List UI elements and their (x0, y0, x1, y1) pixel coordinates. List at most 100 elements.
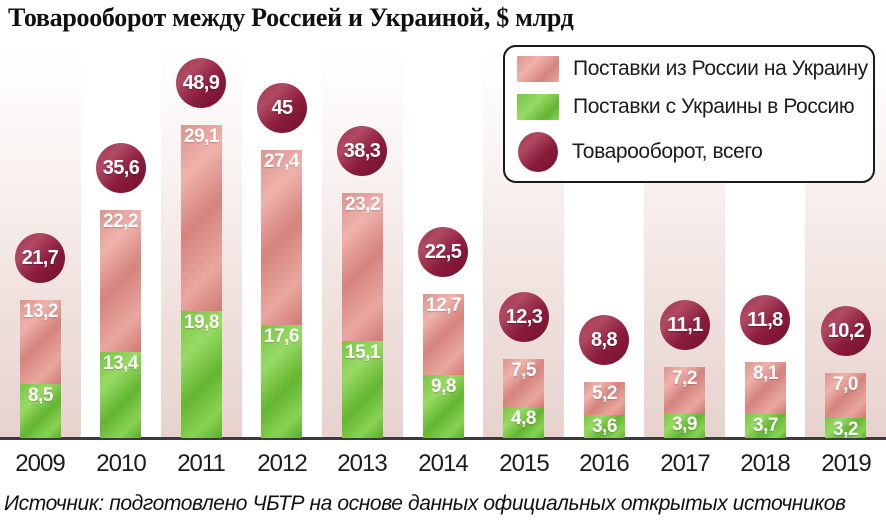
value-label-ukraine-to-russia: 19,8 (184, 312, 219, 333)
total-badge-2010: 35,6 (96, 143, 146, 193)
value-label-ukraine-to-russia: 3,9 (672, 414, 697, 435)
value-label-russia-to-ukraine: 23,2 (345, 194, 380, 215)
value-label-ukraine-to-russia: 8,5 (28, 385, 53, 406)
total-badge-2013: 38,3 (337, 126, 387, 176)
total-badge-2014: 22,5 (418, 227, 468, 277)
legend: Поставки из России на Украину Поставки с… (503, 45, 875, 183)
x-tick-2018: 2018 (740, 450, 790, 477)
stacked-bar-2014: 12,7 9,8 (423, 294, 464, 438)
x-tick-2017: 2017 (660, 450, 710, 477)
segment-russia-to-ukraine-2014: 12,7 (423, 294, 464, 375)
segment-russia-to-ukraine-2012: 27,4 (261, 150, 302, 325)
segment-russia-to-ukraine-2009: 13,2 (20, 300, 61, 384)
value-label-russia-to-ukraine: 27,4 (264, 151, 299, 172)
value-label-russia-to-ukraine: 22,2 (103, 211, 138, 232)
x-axis-line (0, 437, 886, 440)
total-value-label: 8,8 (590, 328, 618, 351)
x-tick-2011: 2011 (177, 450, 226, 477)
stacked-bar-2009: 13,2 8,5 (20, 300, 61, 438)
segment-ukraine-to-russia-2012: 17,6 (261, 325, 302, 438)
value-label-ukraine-to-russia: 3,2 (833, 419, 858, 438)
segment-ukraine-to-russia-2018: 3,7 (745, 414, 786, 438)
value-label-russia-to-ukraine: 12,7 (426, 295, 461, 316)
segment-ukraine-to-russia-2011: 19,8 (181, 311, 222, 438)
segment-ukraine-to-russia-2009: 8,5 (20, 384, 61, 438)
x-tick-2016: 2016 (579, 450, 629, 477)
x-tick-2015: 2015 (499, 450, 549, 477)
x-tick-2013: 2013 (337, 450, 387, 477)
segment-russia-to-ukraine-2016: 5,2 (584, 382, 625, 415)
x-tick-2010: 2010 (96, 450, 146, 477)
value-label-russia-to-ukraine: 5,2 (592, 383, 617, 404)
value-label-russia-to-ukraine: 7,5 (511, 360, 536, 381)
legend-item-russia-to-ukraine: Поставки из России на Украину (517, 56, 868, 82)
legend-label: Поставки с Украины в Россию (573, 95, 855, 118)
segment-ukraine-to-russia-2013: 15,1 (342, 341, 383, 438)
segment-ukraine-to-russia-2016: 3,6 (584, 415, 625, 438)
stacked-bar-2011: 29,1 19,8 (181, 125, 222, 438)
stacked-bar-2016: 5,2 3,6 (584, 382, 625, 438)
stacked-bar-2018: 8,1 3,7 (745, 362, 786, 438)
x-tick-2014: 2014 (418, 450, 468, 477)
x-tick-2012: 2012 (257, 450, 307, 477)
stacked-bar-2017: 7,2 3,9 (664, 367, 705, 438)
segment-russia-to-ukraine-2015: 7,5 (503, 359, 544, 407)
total-badge-2017: 11,1 (660, 300, 710, 350)
value-label-russia-to-ukraine: 29,1 (184, 126, 219, 147)
segment-russia-to-ukraine-2013: 23,2 (342, 193, 383, 341)
segment-russia-to-ukraine-2018: 8,1 (745, 362, 786, 414)
segment-ukraine-to-russia-2010: 13,4 (100, 352, 141, 438)
segment-ukraine-to-russia-2017: 3,9 (664, 413, 705, 438)
total-value-label: 21,7 (21, 246, 59, 269)
segment-ukraine-to-russia-2015: 4,8 (503, 407, 544, 438)
total-value-label: 48,9 (182, 71, 220, 94)
total-badge-2016: 8,8 (579, 315, 629, 365)
total-value-label: 11,8 (747, 308, 783, 331)
total-value-label: 11,1 (667, 313, 703, 336)
total-value-label: 10,2 (827, 319, 865, 342)
maroon-circle-swatch-icon (518, 132, 558, 172)
total-value-label: 35,6 (102, 156, 140, 179)
chart-title: Товарооборот между Россией и Украиной, $… (8, 3, 574, 32)
total-badge-2018: 11,8 (740, 295, 790, 345)
stacked-bar-2013: 23,2 15,1 (342, 193, 383, 438)
value-label-ukraine-to-russia: 3,7 (753, 415, 778, 436)
stacked-bar-2012: 27,4 17,6 (261, 150, 302, 438)
value-label-ukraine-to-russia: 9,8 (431, 376, 456, 397)
stacked-bar-2019: 7,0 3,2 (825, 373, 866, 438)
x-tick-2009: 2009 (15, 450, 65, 477)
total-badge-2012: 45 (257, 83, 307, 133)
stacked-bar-2015: 7,5 4,8 (503, 359, 544, 438)
value-label-ukraine-to-russia: 4,8 (511, 408, 536, 429)
segment-ukraine-to-russia-2014: 9,8 (423, 375, 464, 438)
total-badge-2019: 10,2 (821, 306, 871, 356)
green-swatch-icon (517, 94, 559, 120)
value-label-russia-to-ukraine: 13,2 (23, 301, 58, 322)
total-value-label: 45 (271, 96, 293, 119)
plot-area: 13,2 8,5 21,7 2009 22,2 13,4 35,6 2010 29,1 19,8 4… (0, 50, 886, 477)
value-label-russia-to-ukraine: 7,2 (672, 368, 697, 389)
legend-item-ukraine-to-russia: Поставки с Украины в Россию (517, 94, 861, 120)
value-label-russia-to-ukraine: 8,1 (753, 363, 778, 384)
x-tick-2019: 2019 (821, 450, 871, 477)
total-value-label: 38,3 (343, 139, 381, 162)
value-label-ukraine-to-russia: 13,4 (103, 353, 138, 374)
value-label-russia-to-ukraine: 7,0 (833, 374, 858, 395)
source-note: Источник: подготовлено ЧБТР на основе да… (4, 492, 846, 515)
segment-russia-to-ukraine-2010: 22,2 (100, 210, 141, 352)
segment-russia-to-ukraine-2017: 7,2 (664, 367, 705, 413)
legend-label: Поставки из России на Украину (573, 57, 868, 80)
pink-swatch-icon (517, 56, 559, 82)
segment-ukraine-to-russia-2019: 3,2 (825, 418, 866, 438)
value-label-ukraine-to-russia: 15,1 (345, 342, 380, 363)
legend-label: Товарооборот, всего (572, 140, 763, 163)
total-badge-2011: 48,9 (176, 58, 226, 108)
total-value-label: 22,5 (424, 240, 462, 263)
total-value-label: 12,3 (505, 305, 543, 328)
segment-russia-to-ukraine-2011: 29,1 (181, 125, 222, 311)
legend-item-total-turnover: Товарооборот, всего (517, 132, 861, 172)
value-label-ukraine-to-russia: 17,6 (264, 326, 299, 347)
total-badge-2009: 21,7 (15, 233, 65, 283)
total-badge-2015: 12,3 (499, 292, 549, 342)
